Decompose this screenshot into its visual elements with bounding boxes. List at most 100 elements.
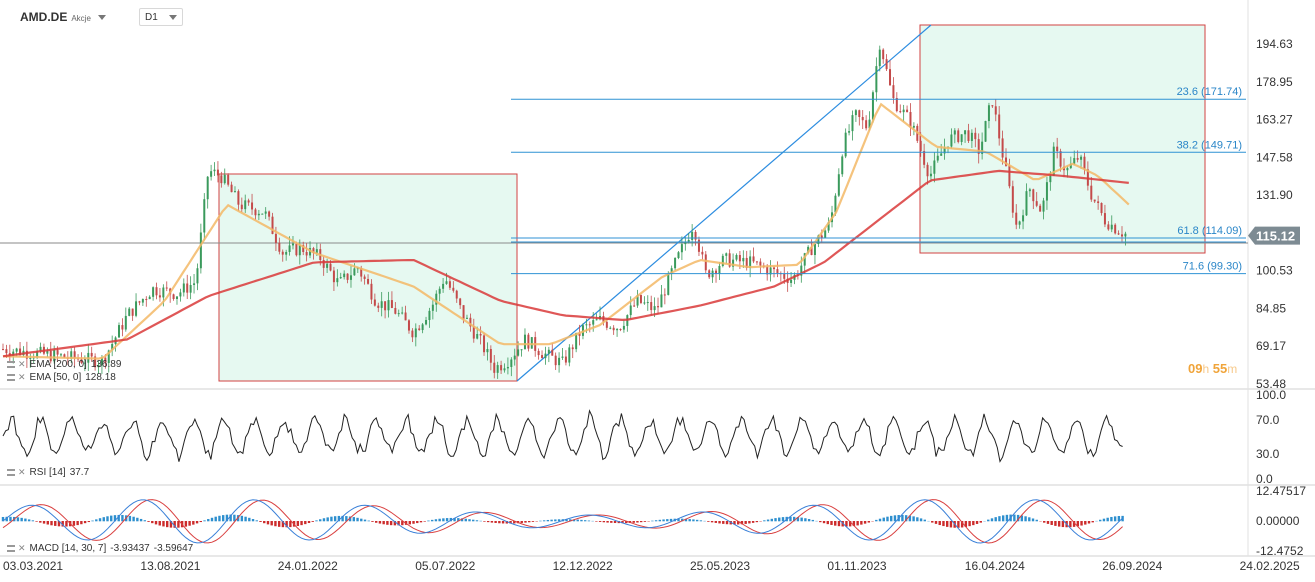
candle-body [483, 335, 486, 353]
candle-body [575, 332, 578, 350]
macd-line [2, 499, 1123, 544]
candle-body [1011, 186, 1014, 213]
rsi-panel[interactable] [2, 409, 1123, 463]
candle-body [1025, 191, 1028, 216]
ema50-legend[interactable]: ✕ EMA [50, 0] 128.18 [7, 372, 116, 383]
macd-histogram-bar [233, 514, 236, 522]
candle-body [339, 277, 342, 279]
ema200-legend[interactable]: ✕ EMA [200, 0] 136.89 [7, 359, 121, 370]
candle-body [230, 184, 233, 193]
rsi-legend[interactable]: ✕ RSI [14] 37.7 [7, 467, 89, 478]
menu-icon[interactable] [7, 374, 15, 381]
macd-histogram-bar [807, 519, 811, 522]
candle-body [964, 130, 967, 135]
macd-histogram-bar [251, 519, 255, 522]
macd-histogram-bar [610, 521, 613, 523]
menu-icon[interactable] [7, 361, 15, 368]
candle-body [653, 306, 656, 311]
candle-body [895, 98, 898, 112]
candle-body [865, 120, 868, 129]
candle-body [111, 343, 114, 351]
macd-histogram-bar [57, 521, 61, 527]
macd-histogram-bar [662, 519, 665, 522]
candle-body [721, 255, 724, 266]
macd-histogram-bar [486, 521, 490, 523]
candle-body [425, 320, 428, 325]
macd-histogram-bar [912, 516, 915, 522]
macd-histogram-bar [722, 521, 725, 524]
candle-body [251, 202, 254, 210]
menu-icon[interactable] [7, 469, 15, 476]
candle-body [882, 49, 885, 60]
close-icon[interactable]: ✕ [18, 359, 26, 369]
macd-histogram-bar [651, 520, 654, 522]
macd-histogram-bar [1076, 521, 1080, 527]
candle-body [899, 111, 902, 113]
macd-panel[interactable] [1, 499, 1124, 544]
candle-body [407, 320, 410, 331]
candle-body [264, 211, 267, 214]
candle-body [1049, 175, 1052, 183]
macd-histogram-bar [147, 521, 150, 522]
candle-body [117, 325, 120, 338]
candle-body [912, 125, 915, 128]
timeframe-selector[interactable]: D1 [139, 8, 183, 26]
candle-body [578, 332, 581, 336]
current-price-value: 115.12 [1256, 229, 1295, 244]
candle-body [994, 106, 997, 115]
macd-histogram-bar [270, 521, 273, 526]
macd-histogram-bar [46, 521, 49, 525]
macd-histogram-bar [778, 517, 781, 522]
candle-body [421, 324, 424, 331]
symbol-selector[interactable]: AMD.DE Akcje [20, 8, 106, 26]
macd-label: MACD [14, 30, 7] [29, 543, 107, 554]
macd-histogram-bar [1043, 521, 1046, 523]
candle-body [629, 305, 632, 316]
macd-histogram-bar [822, 521, 826, 524]
candle-body [172, 294, 175, 299]
candle-body [59, 354, 62, 356]
candle-body [1110, 224, 1113, 230]
macd-histogram-bar [852, 521, 856, 527]
candle-body [742, 257, 745, 262]
candle-body [353, 268, 356, 276]
chevron-down-icon[interactable] [97, 14, 106, 20]
candle-body [46, 350, 49, 354]
macd-histogram-bar [430, 519, 434, 522]
candle-body [670, 268, 673, 274]
macd-histogram-bar [804, 518, 807, 522]
candle-body [844, 132, 847, 157]
candle-body [503, 368, 506, 371]
close-icon[interactable]: ✕ [18, 543, 26, 553]
candle-body [684, 242, 687, 245]
macd-histogram-bar [39, 521, 42, 523]
macd-histogram-bar [1028, 517, 1031, 522]
candle-body [455, 290, 458, 299]
macd-legend[interactable]: ✕ MACD [14, 30, 7] -3.93437 -3.59647 [7, 543, 193, 554]
candle-body [752, 256, 755, 262]
candle-body [677, 252, 680, 259]
menu-icon[interactable] [7, 545, 15, 552]
candle-body [193, 283, 196, 285]
price-panel[interactable] [0, 0, 1315, 557]
candle-body [152, 287, 155, 297]
macd-histogram-bar [766, 519, 770, 522]
candle-body [892, 85, 895, 99]
close-icon[interactable]: ✕ [18, 467, 26, 477]
chevron-down-icon[interactable] [169, 14, 177, 20]
close-icon[interactable]: ✕ [18, 372, 26, 382]
highlight-rect [919, 24, 1206, 254]
fibonacci-retracement[interactable]: 23.6 (171.74) 38.2 (149.71) 61.8 (114.09) 7… [511, 86, 1246, 275]
macd-axis: 12.47517 0.00000 -12.4752 [1256, 484, 1306, 558]
candle-body [104, 357, 107, 364]
macd-histogram-bar [31, 520, 35, 522]
macd-histogram-bar [255, 520, 258, 522]
candle-body [851, 115, 854, 132]
macd-histogram-bar [401, 521, 404, 526]
candle-body [1001, 138, 1004, 158]
macd-histogram-bar [1072, 521, 1076, 527]
candle-body [981, 141, 984, 154]
candle-body [674, 258, 677, 269]
date-tick-label: 24.01.2022 [278, 559, 338, 573]
